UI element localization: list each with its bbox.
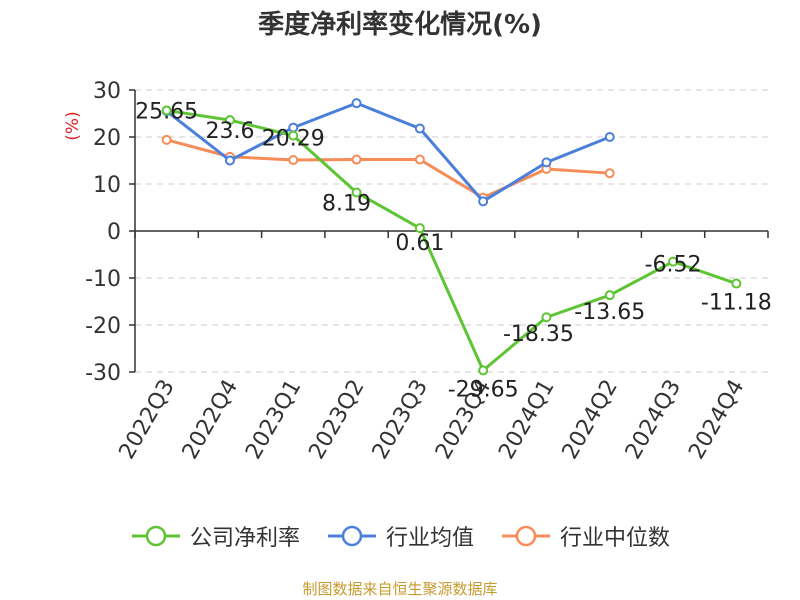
legend-swatch [327, 525, 376, 547]
data-label: 20.29 [262, 127, 325, 152]
data-point [351, 98, 362, 109]
data-point [668, 256, 679, 267]
x-tick-label: 2023Q3 [368, 375, 433, 463]
data-point [731, 278, 742, 289]
y-tick-label: 0 [107, 220, 121, 245]
data-label: 0.61 [395, 231, 444, 256]
series-line-1 [165, 101, 611, 203]
series-line-2 [166, 138, 610, 200]
x-tick-label: 2024Q2 [558, 376, 623, 464]
x-tick-label: 2023Q2 [304, 376, 369, 464]
data-point [541, 157, 552, 168]
data-label: -18.35 [503, 322, 574, 347]
data-label: -13.65 [574, 300, 645, 325]
data-label: -6.52 [645, 253, 702, 278]
y-axis-label: (%) [63, 111, 83, 140]
x-tick-label: 2024Q3 [621, 376, 686, 464]
data-point [414, 123, 425, 134]
data-point [414, 223, 425, 234]
legend: 公司净利率 行业均值 行业中位数 [0, 520, 800, 552]
x-tick-label: 2022Q3 [115, 376, 180, 464]
data-point [541, 312, 552, 323]
x-tick-label: 2024Q4 [684, 376, 749, 464]
legend-swatch [502, 525, 550, 547]
data-label: -11.18 [701, 291, 772, 316]
y-tick-label: 30 [93, 79, 121, 104]
data-point [224, 115, 235, 126]
data-label: 8.19 [322, 192, 371, 217]
data-label: 23.6 [205, 119, 254, 144]
data-point [351, 187, 362, 198]
legend-label: 行业均值 [385, 526, 474, 551]
data-point [604, 290, 615, 301]
data-point [478, 196, 489, 207]
data-point [351, 154, 362, 165]
x-tick-label: 2023Q1 [241, 376, 306, 464]
data-point [604, 132, 615, 142]
x-tick-label: 2022Q4 [178, 376, 243, 464]
data-point [224, 155, 235, 166]
y-tick-label: 20 [93, 126, 121, 151]
data-point [604, 168, 615, 179]
legend-label: 公司净利率 [189, 526, 300, 551]
chart-title: 季度净利率变化情况(%) [258, 10, 542, 40]
data-point [414, 154, 425, 165]
legend-label: 行业中位数 [560, 526, 671, 551]
data-point [161, 134, 172, 145]
y-tick-label: 10 [93, 173, 121, 198]
source-note: 制图数据来自恒生聚源数据库 [302, 580, 498, 598]
data-label: 25.65 [135, 99, 198, 124]
data-point [478, 365, 489, 376]
data-label: -29.65 [448, 377, 519, 402]
series-line-0 [166, 108, 737, 372]
y-tick-label: -10 [85, 267, 121, 292]
data-point [288, 155, 299, 166]
legend-swatch [131, 525, 180, 547]
y-tick-label: -20 [85, 314, 121, 339]
legend-item[interactable]: 行业中位数 [500, 520, 670, 552]
y-tick-label: -30 [85, 361, 121, 386]
legend-item[interactable]: 行业均值 [326, 520, 474, 552]
data-point [161, 105, 172, 116]
data-point [288, 130, 299, 141]
legend-item[interactable]: 公司净利率 [130, 520, 300, 552]
